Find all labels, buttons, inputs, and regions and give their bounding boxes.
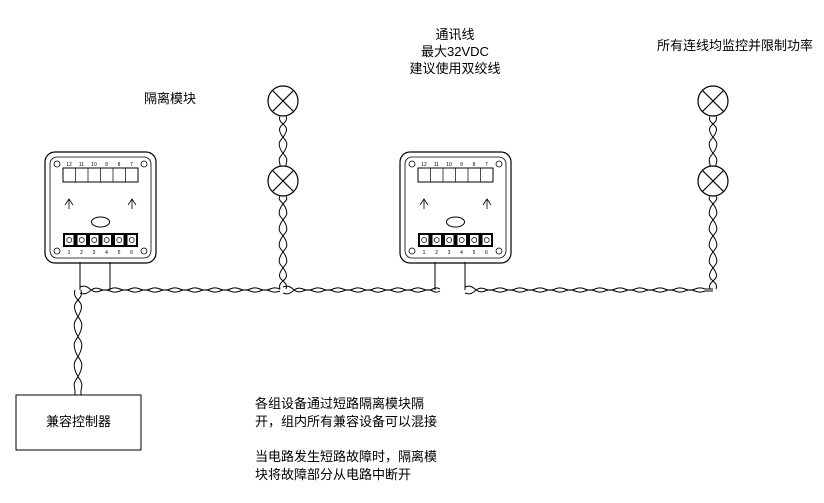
device-1a bbox=[268, 86, 298, 116]
term-t5: 8 bbox=[118, 162, 121, 168]
svg-text:12: 12 bbox=[421, 162, 427, 168]
twisted-h2 bbox=[283, 286, 440, 292]
svg-text:4: 4 bbox=[460, 250, 463, 256]
note1-line1: 各组设备通过短路隔离模块隔 bbox=[255, 395, 485, 413]
term-t2: 11 bbox=[79, 162, 84, 168]
note1-line2: 开，组内所有兼容设备可以混接 bbox=[255, 413, 485, 431]
term-t3: 10 bbox=[91, 162, 97, 168]
comm-line-label-3: 建议使用双绞线 bbox=[395, 60, 515, 78]
device-2b bbox=[698, 166, 728, 196]
comm-line-label-1: 通讯线 bbox=[395, 26, 515, 44]
monitored-label: 所有连线均监控并限制功率 bbox=[640, 37, 824, 55]
term-b4: 4 bbox=[105, 250, 108, 256]
svg-text:5: 5 bbox=[473, 250, 476, 256]
controller-label: 兼容控制器 bbox=[16, 413, 141, 431]
term-t1: 12 bbox=[66, 162, 72, 168]
svg-text:9: 9 bbox=[460, 162, 463, 168]
twisted-to-controller bbox=[74, 290, 82, 395]
term-b6: 6 bbox=[130, 250, 133, 256]
svg-text:7: 7 bbox=[485, 162, 488, 168]
term-t6: 7 bbox=[130, 162, 133, 168]
note2-line1: 当电路发生短路故障时，隔离模 bbox=[255, 448, 485, 466]
term-t4: 9 bbox=[105, 162, 108, 168]
comm-line-label-2: 最大32VDC bbox=[395, 43, 515, 61]
svg-text:6: 6 bbox=[485, 250, 488, 256]
term-b5: 5 bbox=[118, 250, 121, 256]
isolation-module-2: 12 11 10 9 8 7 1 2 3 4 5 6 bbox=[398, 150, 513, 265]
svg-text:8: 8 bbox=[473, 162, 476, 168]
iso-module-label: 隔离模块 bbox=[130, 90, 210, 108]
device-2a bbox=[698, 86, 728, 116]
svg-text:11: 11 bbox=[434, 162, 439, 168]
device-1b bbox=[268, 166, 298, 196]
svg-text:3: 3 bbox=[448, 250, 451, 256]
note2-line2: 块将故障部分从电路中断开 bbox=[255, 466, 485, 484]
isolation-module-1: 12 11 10 9 8 7 1 2 3 4 5 6 bbox=[43, 150, 158, 265]
svg-text:10: 10 bbox=[446, 162, 452, 168]
svg-text:2: 2 bbox=[435, 250, 438, 256]
term-b1: 1 bbox=[68, 250, 71, 256]
term-b2: 2 bbox=[80, 250, 83, 256]
svg-text:1: 1 bbox=[423, 250, 426, 256]
term-b3: 3 bbox=[93, 250, 96, 256]
